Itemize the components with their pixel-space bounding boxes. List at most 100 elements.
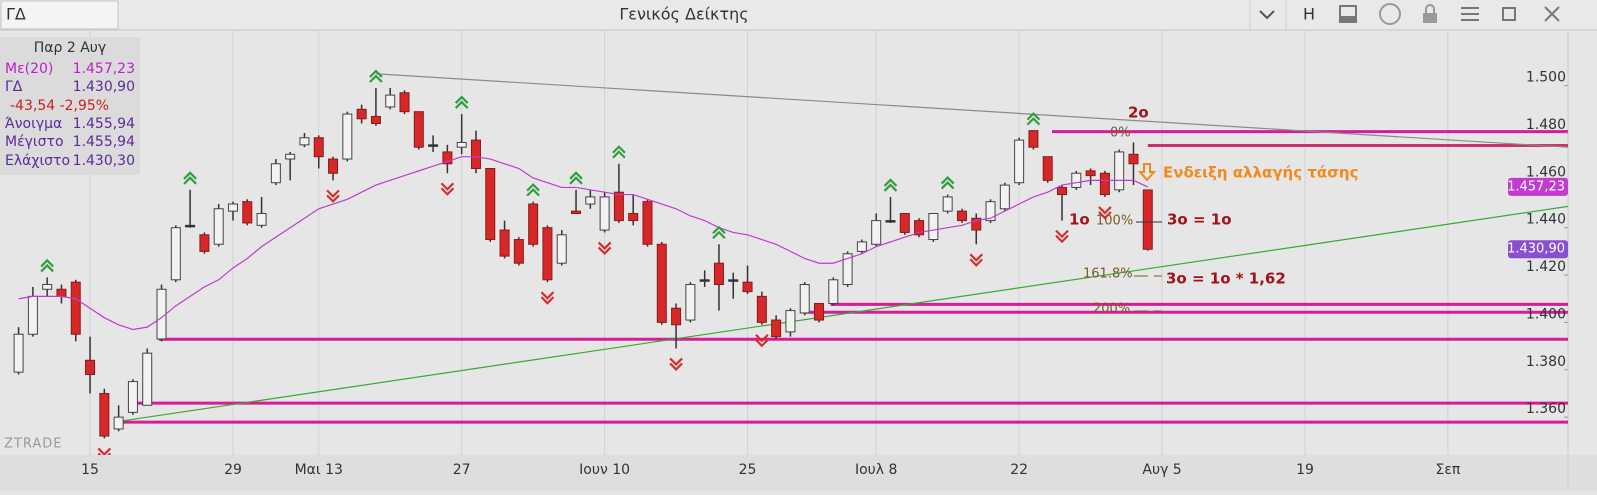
window-icon-bar [1340,16,1356,22]
info-label: Ελάχιστο [5,153,70,169]
signal-down [440,182,455,196]
candle-body [1057,186,1068,196]
candle-body [756,295,767,323]
x-tick-label: 19 [1296,462,1314,478]
price-tag [1508,240,1568,259]
x-tick-label: Ιουλ 8 [855,462,897,478]
candle-body [528,203,539,245]
y-tick-label: 1.480 [1526,117,1566,133]
signal-up [883,178,898,192]
signal-up [612,145,626,159]
candle-body [699,279,710,282]
x-tick-label: 22 [1010,462,1028,478]
candle-body [1114,151,1125,191]
candle-body [642,201,653,245]
candle-body [242,201,253,224]
info-label: Μέγιστο [5,134,64,150]
candle-body [313,137,324,158]
trend-line [375,73,1568,148]
candle-body [1042,156,1053,181]
candle-body [385,94,396,108]
signal-down [540,291,555,305]
candle-body [613,191,624,222]
candle-body [328,158,339,174]
candle-body [256,212,267,226]
plot [13,30,1568,455]
lock-icon[interactable] [1423,13,1437,23]
h-button[interactable]: H [1303,5,1315,24]
signal-up [940,175,955,190]
candle-body [513,239,524,264]
candle-body [942,196,953,212]
info-label: ΓΔ [5,79,23,95]
candle-body [1128,153,1139,165]
trend-line [115,205,1568,423]
annotation: Ενδειξη αλλαγής τάσης [1163,164,1358,182]
symbol-input[interactable] [0,0,119,30]
candle-body [713,262,724,286]
candle-body [999,184,1010,210]
x-tick-label: Αυγ 5 [1142,462,1181,478]
annotation: 3ο = 1ο * 1,62 [1166,270,1286,288]
candle-body [199,234,210,252]
candle-body [170,227,181,281]
info-panel [0,37,140,175]
signal-up [1026,112,1041,126]
plot-bg [0,30,1597,455]
candle-body [270,163,281,184]
fib-label: 100% [1096,214,1133,229]
price-tag [1508,177,1568,196]
x-axis-band [0,455,1597,491]
dropdown[interactable] [1259,10,1275,20]
signal-up [569,171,583,185]
candle-body [585,196,596,205]
restore-icon[interactable] [1502,7,1516,21]
toolbar-title: Γενικός Δείκτης [619,5,748,24]
candle-body [871,220,882,245]
info-value: 1.457,23 [73,61,135,77]
candle-body [728,279,739,282]
candle-body [542,227,553,281]
candle-body [442,151,453,165]
close-icon[interactable] [1544,6,1560,22]
x-tick-label: 29 [224,462,242,478]
signal-up [40,258,54,273]
candle-body [685,284,696,321]
info-value: 1.430,90 [73,79,135,95]
y-tick-label: 1.360 [1526,401,1566,417]
signal-down [669,357,683,372]
quote-icon[interactable] [1379,3,1401,25]
candle-body [985,201,996,222]
y-tick-label: 1.500 [1526,70,1566,86]
candle-body [428,144,439,147]
annotation: 2ο [1128,104,1149,122]
candle-body [499,229,510,257]
signal-down [1055,229,1069,244]
candle-body [1028,130,1039,148]
trend-arrow [1137,163,1157,182]
candle-body [1099,172,1110,196]
x-tick-label: Μαι 13 [295,462,343,478]
candle-body [785,310,796,333]
toolbar [0,0,1597,30]
candle-body [142,352,153,406]
candle-body [628,212,639,222]
candle-body [413,111,424,148]
y-tick-label: 1.380 [1526,354,1566,370]
menu-icon[interactable] [1461,7,1479,21]
candle-body [571,210,582,214]
symbol: ΓΔ [6,5,26,24]
watermark: ZTRADE [4,437,62,452]
candle-body [342,113,353,160]
y-tick-label: 1.400 [1526,306,1566,322]
info-label: Με(20) [5,61,53,77]
signal-up [183,171,197,185]
candle-body [299,137,310,146]
candle-body [399,92,410,113]
signal-up [712,225,726,240]
x-tick-label: 25 [739,462,757,478]
candle-body [799,284,810,314]
candle-body [356,108,367,120]
